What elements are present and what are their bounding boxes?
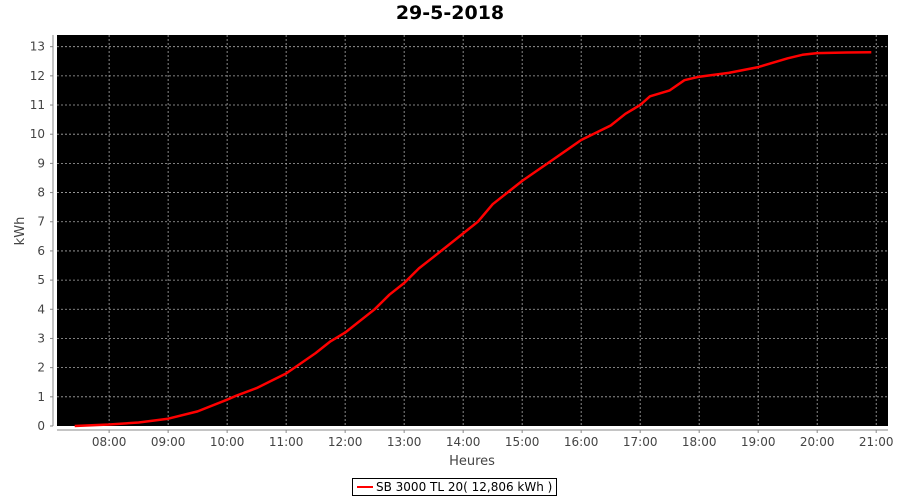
x-tick-label: 09:00 (151, 435, 186, 449)
axes: 08:00 09:00 10:00 11:00 12:00 13:00 14:00 15:00… (30, 35, 894, 449)
x-tick-label: 10:00 (210, 435, 245, 449)
y-tick-label: 11 (30, 98, 45, 112)
legend-swatch (357, 486, 373, 488)
x-tick-label: 21:00 (859, 435, 894, 449)
x-tick-label: 11:00 (269, 435, 304, 449)
x-tick-label: 18:00 (682, 435, 717, 449)
x-tick-label: 20:00 (800, 435, 835, 449)
y-tick-label: 10 (30, 127, 45, 141)
x-axis-label: Heures (449, 454, 495, 469)
y-tick-label: 2 (37, 361, 45, 375)
legend-label: SB 3000 TL 20( 12,806 kWh ) (376, 480, 553, 494)
series-line (74, 51, 872, 428)
y-tick-label: 4 (37, 302, 45, 316)
y-tick-label: 0 (37, 419, 45, 433)
series (74, 51, 872, 428)
y-tick-label: 1 (37, 390, 45, 404)
grid (57, 35, 888, 426)
y-tick-label: 3 (37, 331, 45, 345)
x-tick-label: 12:00 (328, 435, 363, 449)
plot-area (57, 35, 888, 426)
x-tick-label: 16:00 (564, 435, 599, 449)
y-tick-label: 12 (30, 69, 45, 83)
y-tick-label: 5 (37, 273, 45, 287)
y-tick-label: 8 (37, 186, 45, 200)
chart-title: 29-5-2018 (395, 2, 505, 24)
legend: SB 3000 TL 20( 12,806 kWh ) (352, 478, 558, 496)
y-tick-label: 9 (37, 156, 45, 170)
y-axis-label: kWh (13, 217, 28, 246)
x-tick-label: 13:00 (387, 435, 422, 449)
x-tick-label: 19:00 (741, 435, 776, 449)
x-tick-label: 17:00 (623, 435, 658, 449)
x-tick-label: 15:00 (505, 435, 540, 449)
x-tick-label: 14:00 (446, 435, 481, 449)
y-tick-label: 7 (37, 215, 45, 229)
x-tick-label: 08:00 (92, 435, 127, 449)
y-tick-label: 13 (30, 40, 45, 54)
y-tick-label: 6 (37, 244, 45, 258)
